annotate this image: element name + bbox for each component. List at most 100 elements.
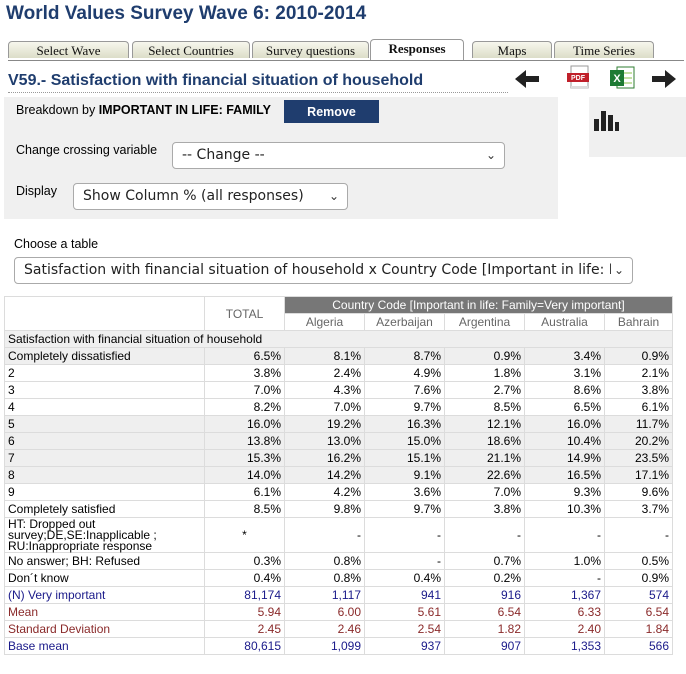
table-cell: 14.2% (284, 466, 365, 484)
table-cell: 3.6% (364, 483, 445, 501)
table-cell: - (524, 569, 605, 587)
table-cell: 2.40 (524, 620, 605, 638)
table-cell: 9.7% (364, 398, 445, 416)
tab-responses[interactable]: Responses (370, 39, 464, 60)
table-cell: 1,353 (524, 637, 605, 655)
table-cell: 13.8% (204, 432, 285, 450)
table-cell: 8.6% (524, 381, 605, 399)
table-cell: 15.1% (364, 449, 445, 467)
row-label: 3 (4, 381, 205, 399)
table-cell: 2.4% (284, 364, 365, 382)
table-cell: 6.00 (284, 603, 365, 621)
table-cell: 2.7% (444, 381, 525, 399)
table-cell: 6.1% (204, 483, 285, 501)
excel-icon[interactable]: X (608, 64, 636, 92)
table-cell: 941 (364, 586, 445, 604)
table-cell: 566 (604, 637, 673, 655)
table-cell: 0.9% (444, 347, 525, 365)
table-cell: 0.4% (204, 569, 285, 587)
table-cell: 11.7% (604, 415, 673, 433)
pdf-icon[interactable]: PDF (565, 64, 593, 92)
tab-select-countries[interactable]: Select Countries (132, 41, 250, 58)
row-label: 4 (4, 398, 205, 416)
table-cell: 0.8% (284, 569, 365, 587)
table-row: Standard Deviation 2.45 2.46 2.54 1.82 2.40 1.… (4, 620, 673, 638)
row-label: HT: Dropped out survey;DE,SE:Inapplicabl… (4, 517, 205, 553)
breakdown-prefix: Breakdown by (16, 103, 96, 117)
table-cell: 8.2% (204, 398, 285, 416)
display-select[interactable]: Show Column % (all responses) ⌄ (73, 183, 348, 210)
table-cell: 4.2% (284, 483, 365, 501)
table-row: 5 16.0% 19.2% 16.3% 12.1% 16.0% 11.7% (4, 415, 673, 433)
table-cell: 80,615 (204, 637, 285, 655)
table-cell: 1.0% (524, 552, 605, 570)
table-cell: - (444, 517, 525, 553)
table-cell: 16.0% (524, 415, 605, 433)
table-cell: 3.7% (604, 500, 673, 518)
table-cell: 1,117 (284, 586, 365, 604)
table-cell: 3.8% (604, 381, 673, 399)
table-row: 4 8.2% 7.0% 9.7% 8.5% 6.5% 6.1% (4, 398, 673, 416)
table-cell: 0.3% (204, 552, 285, 570)
table-cell: 0.9% (604, 347, 673, 365)
table-cell: 937 (364, 637, 445, 655)
column-header: Bahrain (604, 313, 673, 331)
table-cell: 4.3% (284, 381, 365, 399)
table-cell: 16.5% (524, 466, 605, 484)
table-cell: 13.0% (284, 432, 365, 450)
table-cell: 15.3% (204, 449, 285, 467)
group-header: Country Code [Important in life: Family=… (284, 296, 673, 314)
row-label: 8 (4, 466, 205, 484)
table-cell: 7.6% (364, 381, 445, 399)
arrow-left-icon[interactable] (513, 65, 541, 93)
table-cell: 5.61 (364, 603, 445, 621)
table-cell: 3.4% (524, 347, 605, 365)
table-select-value: Satisfaction with financial situation of… (24, 262, 625, 278)
table-row: HT: Dropped out survey;DE,SE:Inapplicabl… (4, 517, 673, 553)
crossing-variable-label: Change crossing variable (16, 143, 158, 157)
row-label: Standard Deviation (4, 620, 205, 638)
table-cell: 16.0% (204, 415, 285, 433)
table-cell: 2.54 (364, 620, 445, 638)
row-label: Don´t know (4, 569, 205, 587)
table-cell: 7.0% (444, 483, 525, 501)
table-cell: 4.9% (364, 364, 445, 382)
tab-maps[interactable]: Maps (472, 41, 552, 58)
table-select[interactable]: Satisfaction with financial situation of… (14, 257, 633, 284)
table-row: 6 13.8% 13.0% 15.0% 18.6% 10.4% 20.2% (4, 432, 673, 450)
choose-table-label: Choose a table (14, 237, 99, 251)
table-row: 8 14.0% 14.2% 9.1% 22.6% 16.5% 17.1% (4, 466, 673, 484)
table-cell: 2.45 (204, 620, 285, 638)
tab-survey-questions[interactable]: Survey questions (252, 41, 369, 58)
table-cell: 21.1% (444, 449, 525, 467)
table-cell: - (364, 552, 445, 570)
table-cell: 0.4% (364, 569, 445, 587)
table-cell: 1,367 (524, 586, 605, 604)
table-cell: 3.8% (204, 364, 285, 382)
row-label: 2 (4, 364, 205, 382)
table-cell: 14.9% (524, 449, 605, 467)
table-cell: - (364, 517, 445, 553)
svg-text:PDF: PDF (571, 75, 586, 82)
table-row: Mean 5.94 6.00 5.61 6.54 6.33 6.54 (4, 603, 673, 621)
table-cell: 0.8% (284, 552, 365, 570)
tab-select-wave[interactable]: Select Wave (8, 41, 129, 58)
tab-time-series[interactable]: Time Series (554, 41, 654, 58)
table-cell: 0.2% (444, 569, 525, 587)
column-header: Algeria (284, 313, 365, 331)
table-cell: 81,174 (204, 586, 285, 604)
table-cell: 3.1% (524, 364, 605, 382)
table-cell: 16.3% (364, 415, 445, 433)
arrow-right-icon[interactable] (650, 65, 678, 93)
crossing-variable-select[interactable]: -- Change -- ⌄ (172, 142, 505, 169)
table-cell: - (604, 517, 673, 553)
table-cell: 8.1% (284, 347, 365, 365)
row-label: Completely dissatisfied (4, 347, 205, 365)
remove-button[interactable]: Remove (284, 100, 379, 123)
chevron-down-icon: ⌄ (610, 258, 624, 283)
row-label: 7 (4, 449, 205, 467)
svg-text:X: X (613, 73, 621, 85)
bar-chart-icon[interactable] (593, 109, 619, 131)
chevron-down-icon: ⌄ (328, 189, 339, 203)
breakdown-value: IMPORTANT IN LIFE: FAMILY (98, 103, 271, 117)
